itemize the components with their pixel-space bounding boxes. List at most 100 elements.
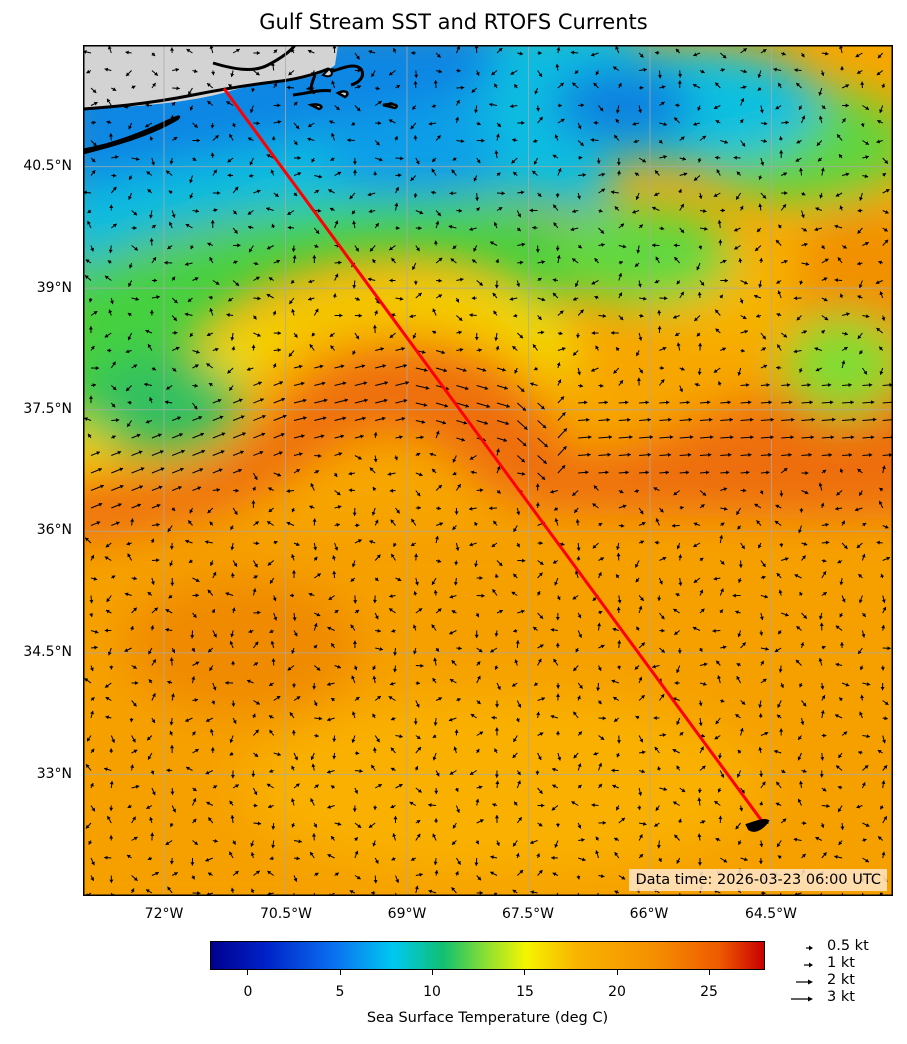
current-arrow-head [862, 613, 866, 617]
current-arrow-head [750, 417, 754, 422]
current-arrow-head [249, 109, 254, 113]
current-arrow-head [866, 734, 870, 739]
lon-tick-label: 67.5°W [501, 906, 555, 922]
current-arrow-head [537, 658, 542, 663]
current-arrow-head [173, 299, 178, 304]
current-arrow-head [112, 186, 117, 191]
current-arrow-head [778, 224, 782, 229]
current-arrow-head [659, 508, 664, 513]
current-arrow-head [573, 667, 577, 672]
current-arrow-head [882, 739, 886, 744]
current-arrow-head [357, 824, 362, 828]
current-arrow-head [860, 694, 865, 699]
current-arrow-head [846, 312, 850, 317]
current-arrow-head [572, 492, 577, 496]
current-arrow-head [86, 764, 90, 768]
current-arrow-head [91, 807, 95, 812]
current-arrow-head [291, 508, 296, 513]
current-arrow-head [420, 663, 424, 668]
current-arrow-head [390, 519, 395, 524]
current-arrow-head [170, 745, 175, 749]
current-arrow-head [128, 176, 133, 180]
current-arrow-head [758, 704, 763, 708]
current-arrow-head [250, 843, 255, 847]
current-arrow-head [133, 836, 138, 841]
current-arrow-head [421, 419, 426, 424]
current-arrow-head [94, 645, 98, 650]
current-arrow-head [313, 556, 318, 561]
current-arrow-head [661, 628, 665, 633]
map-panel[interactable]: Data time: 2026-03-23 06:00 UTC [83, 45, 893, 896]
current-arrow-head [274, 193, 279, 197]
current-arrow-head [85, 275, 89, 279]
current-arrow-head [172, 367, 177, 372]
current-arrow-head [590, 138, 594, 142]
current-arrow-head [432, 468, 436, 473]
current-arrow-head [230, 546, 235, 551]
current-arrow-head [718, 755, 722, 759]
current-arrow-head [857, 468, 862, 473]
current-arrow-head [484, 386, 489, 390]
current-arrow-head [845, 84, 850, 88]
current-arrow-head [886, 556, 890, 561]
current-arrow-head [189, 509, 194, 514]
current-arrow-head [117, 450, 122, 455]
current-arrow-head [168, 594, 173, 599]
current-arrow-head [876, 328, 881, 332]
current-arrow-head [268, 487, 272, 491]
colorbar-tick [617, 970, 618, 975]
current-arrow-head [858, 599, 863, 604]
current-arrow-head [686, 400, 690, 405]
current-arrow-head [464, 386, 469, 391]
current-arrow-head [877, 54, 882, 59]
current-arrow-head [438, 485, 442, 489]
current-arrow-head [107, 816, 111, 820]
current-arrow-head [688, 417, 692, 422]
current-arrow-head [608, 435, 613, 440]
current-arrow-head [697, 106, 702, 111]
current-arrow-head [374, 577, 379, 581]
current-arrow-head [534, 682, 538, 686]
current-arrow-head [577, 763, 582, 768]
current-arrow-head [554, 581, 558, 586]
current-arrow-head [552, 278, 557, 283]
current-arrow-head [90, 247, 94, 252]
current-arrow-head [384, 381, 389, 386]
current-arrow-head [858, 284, 863, 288]
current-arrow-head [776, 573, 781, 577]
current-arrow-head [451, 887, 456, 892]
current-arrow-head [186, 766, 190, 771]
current-arrow-head [779, 728, 784, 732]
current-arrow-head [443, 368, 447, 373]
current-arrow-head [435, 772, 440, 777]
current-arrow-head [195, 209, 199, 213]
current-arrow-head [494, 150, 499, 154]
current-arrow-head [635, 578, 640, 583]
current-arrow-head [260, 398, 264, 402]
current-arrow-head [246, 367, 251, 371]
current-arrow-head [823, 277, 828, 281]
current-arrow-head [252, 315, 257, 320]
current-arrow-head [710, 435, 714, 440]
current-arrow-head [517, 780, 521, 785]
current-arrow-head [89, 613, 94, 618]
current-arrow-head [656, 844, 661, 849]
current-arrow-head [671, 523, 676, 528]
current-arrow-head [89, 599, 94, 604]
current-arrow-head [357, 539, 362, 543]
current-arrow-head [255, 71, 260, 76]
current-arrow-head [463, 420, 467, 425]
current-arrow-head [495, 133, 500, 138]
current-arrow-head [653, 715, 657, 720]
current-arrow-head [109, 748, 114, 752]
current-arrow-head [355, 697, 360, 701]
current-arrow-head [580, 142, 584, 146]
current-arrow-head [667, 452, 672, 457]
lon-tick-label: 70.5°W [259, 906, 313, 922]
current-arrow-head [475, 798, 480, 803]
current-arrow-head [836, 491, 841, 496]
current-arrow-head [743, 488, 747, 493]
current-arrow-head [230, 633, 235, 638]
current-arrow-head [331, 836, 335, 840]
current-arrow-head [91, 158, 96, 162]
